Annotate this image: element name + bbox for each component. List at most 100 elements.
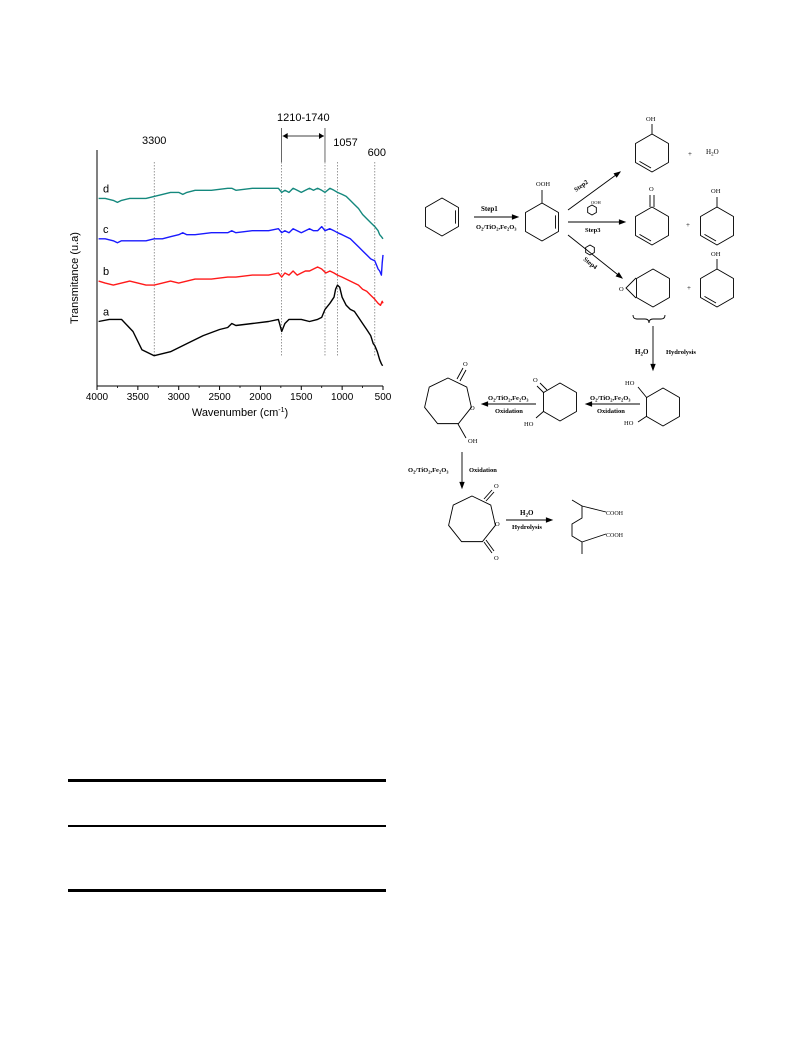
y-axis-label: Transmitance (u.a): [69, 232, 81, 324]
brace: [632, 314, 666, 324]
ketone-o-label: O: [649, 186, 654, 193]
oh-label-1: OH: [646, 116, 656, 123]
hydrolysis-arrow-1-head: [650, 363, 656, 372]
series-line-b: [98, 266, 384, 307]
oxidation-conditions-3: O2/TiO2,Fe2O3: [408, 467, 449, 475]
water-label-2: H2O: [635, 348, 649, 358]
cyclohexenol-2: [700, 206, 734, 246]
chart-guide-lines: [153, 128, 376, 356]
anh-co-b: [485, 491, 495, 502]
cyclohexene-oxide: [636, 268, 670, 308]
epoxide-o-label: O: [619, 286, 624, 293]
x-tick-label: 1500: [290, 392, 313, 403]
cyclohexenyl-hydroperoxide: [525, 202, 559, 242]
table-top-rule: [68, 779, 386, 782]
lactone-co-a: [459, 369, 467, 382]
anh-co-a: [483, 489, 493, 500]
anh-ring-o-label: O: [495, 521, 500, 528]
cyclohexenone: [635, 206, 669, 246]
oxidation-label-1: Oxidation: [597, 408, 625, 415]
series-label-a: a: [103, 306, 110, 318]
lactone-co-b: [456, 367, 464, 380]
diol-ho-label-2: HO: [624, 420, 634, 427]
x-tick-label: 3500: [127, 392, 150, 403]
water-label-1: H2O: [706, 148, 719, 158]
x-axis-label: Wavenumber (cm-1): [192, 407, 288, 419]
epoxide-bonds: [625, 277, 637, 299]
hydroxycyclohexanone: [543, 382, 577, 422]
oxidation-arrow-1-head: [584, 401, 593, 407]
adipic-chain: [571, 499, 583, 554]
x-tick-label: 4000: [86, 392, 109, 403]
diol-oh-bond-2: [637, 415, 648, 423]
series-line-c: [98, 225, 384, 276]
step3-label: Step3: [585, 227, 601, 234]
cyclohexanediol: [646, 387, 680, 427]
oh-label-3: OH: [711, 251, 721, 258]
oxidation-arrow-2-head: [480, 401, 489, 407]
step3-reagent-ooh: OOH: [591, 200, 601, 205]
step4-label: Step4: [582, 256, 599, 272]
cooh-bond-2: [581, 533, 607, 543]
anh-o-label-2: O: [494, 555, 499, 562]
plus-2: +: [686, 221, 690, 229]
oxidation-conditions-1: O2/TiO2,Fe2O3: [590, 395, 631, 403]
oxidation-label-3: Oxidation: [469, 467, 497, 474]
anh-co-c: [485, 539, 495, 552]
oh-label-2: OH: [711, 188, 721, 195]
x-tick-label: 3000: [168, 392, 191, 403]
step4-arrow: [567, 234, 623, 279]
series-label-d: d: [103, 183, 109, 195]
step2-arrow: [567, 171, 621, 211]
oxidation-label-2: Oxidation: [495, 408, 523, 415]
anh-o-label-1: O: [494, 483, 499, 490]
step1-conditions: O2/TiO2,Fe2O3: [476, 224, 517, 232]
plus-3: +: [687, 284, 691, 292]
hydroxy-lactone-ring: [424, 377, 472, 425]
series-line-a: [98, 284, 384, 367]
range-arrowheads: [282, 133, 324, 139]
oxidation-conditions-2: O2/TiO2,Fe2O3: [488, 395, 529, 403]
cyclohexenol-3-double-bond: [704, 295, 717, 304]
hk-oh-bond: [535, 410, 545, 419]
x-tick-label: 1000: [331, 392, 354, 403]
cooh-bond-1: [581, 505, 607, 513]
step4-arrow-head: [615, 272, 624, 279]
step3-arrow-head: [618, 219, 627, 225]
cyclohexene: [425, 197, 459, 237]
plus-1: +: [688, 150, 692, 158]
table-mid-rule: [68, 825, 386, 827]
hk-ho-label: HO: [524, 421, 534, 428]
step2-label: Step2: [573, 179, 590, 194]
lactone-oh-bond: [457, 423, 467, 439]
chart-text-group: 4000 3500 3000 2500 2000 1500 1000 500 Wavenumbe…: [69, 112, 392, 419]
cyclohexenone-double-bond: [639, 233, 652, 242]
annotation-label: 1057: [333, 137, 357, 149]
oxidation-arrow-3-head: [459, 481, 465, 490]
table-bottom-rule: [68, 889, 386, 892]
series-label-b: b: [103, 266, 109, 278]
hydrolysis-label-1: Hydrolysis: [666, 349, 696, 356]
annotation-label: 3300: [142, 135, 166, 147]
lactone-oh-label: OH: [468, 438, 478, 445]
cyclohexenol-3: [700, 268, 734, 308]
series-label-c: c: [103, 224, 109, 236]
step3-reagent-ring: [587, 204, 597, 216]
water-label-3: H2O: [520, 509, 534, 519]
ooh-label: OOH: [536, 181, 550, 188]
adipic-anhydride-ring: [448, 495, 496, 543]
diol-ho-label-1: HO: [625, 380, 635, 387]
cyclohexenol-2-double-bond: [704, 233, 717, 242]
diol-oh-bond-1: [637, 386, 648, 399]
scheme-structures: [424, 124, 734, 554]
hk-co-b: [539, 382, 548, 391]
hydrolysis-label-2: Hydrolysis: [512, 524, 542, 531]
anh-co-d: [483, 541, 493, 554]
x-tick-label: 2500: [208, 392, 231, 403]
hk-o-label: O: [533, 377, 538, 384]
cyclohexenol-1: [635, 133, 669, 173]
annotation-label: 600: [368, 147, 386, 159]
step2-arrow-head: [613, 171, 622, 178]
